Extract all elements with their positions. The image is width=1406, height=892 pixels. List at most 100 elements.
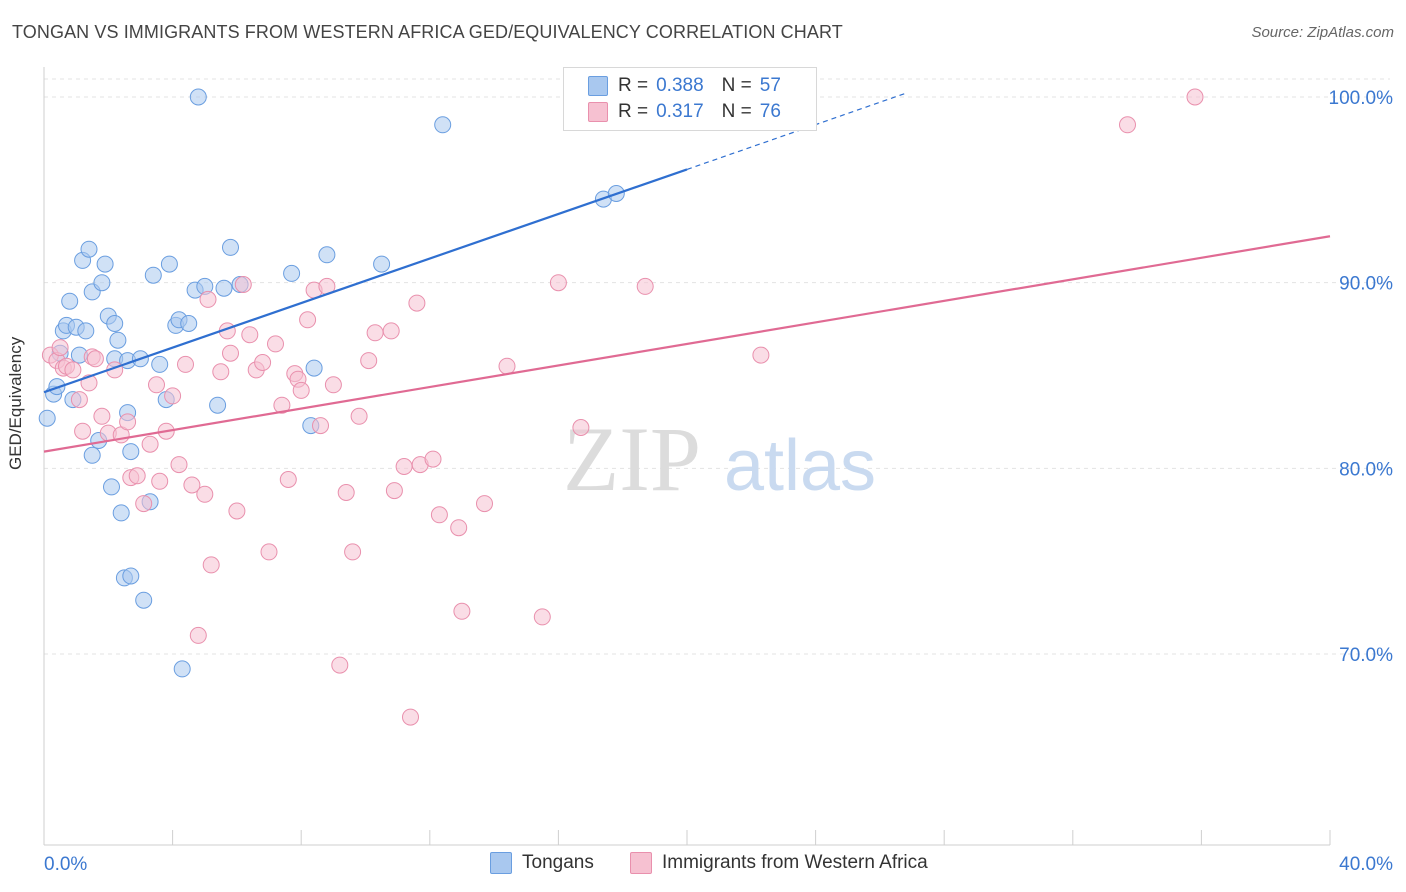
axes xyxy=(43,67,1331,846)
trend-lines xyxy=(43,92,1331,453)
western-africa-point xyxy=(299,311,317,329)
western-africa-trend-line xyxy=(43,235,1331,453)
western-africa-point xyxy=(234,276,252,293)
legend-n-label: N = xyxy=(721,101,752,122)
western-africa-point xyxy=(86,350,104,368)
tongan-point xyxy=(180,315,198,332)
tongan-point xyxy=(215,279,233,297)
western-africa-point xyxy=(212,363,230,381)
x-tick-label: 0.0% xyxy=(44,854,87,875)
tongan-point xyxy=(112,504,130,522)
tongan-trend-extension xyxy=(686,92,906,170)
western-africa-point xyxy=(196,485,214,503)
western-africa-point xyxy=(1119,116,1136,134)
watermark-atlas: atlas xyxy=(724,426,876,506)
western-africa-point xyxy=(267,335,284,353)
tongan-point xyxy=(189,88,207,106)
tongan-point xyxy=(151,355,169,373)
legend-r-value: 0.317 xyxy=(656,101,704,122)
series-swatch-western-africa xyxy=(630,852,652,874)
series-legend-tongans: Tongans xyxy=(490,852,594,874)
western-africa-point xyxy=(135,495,153,513)
tongan-point xyxy=(209,396,227,414)
western-africa-point xyxy=(70,391,88,409)
legend-row-tongans: R = 0.388 N = 57 xyxy=(588,75,781,101)
series-swatch-tongans xyxy=(490,852,512,874)
legend-n-value: 57 xyxy=(759,75,781,96)
tongan-point xyxy=(373,255,391,273)
western-africa-point xyxy=(260,543,278,561)
tongan-point xyxy=(135,591,153,609)
western-africa-point xyxy=(177,355,194,373)
tongan-point xyxy=(283,264,301,282)
western-africa-point xyxy=(170,456,188,474)
tongan-point xyxy=(83,446,101,464)
tongan-point xyxy=(38,409,56,427)
western-africa-point xyxy=(74,422,92,440)
watermark: ZIP atlas xyxy=(563,408,876,510)
western-africa-point xyxy=(636,277,654,295)
x-tick-label: 40.0% xyxy=(1339,854,1393,875)
legend-row-western-africa: R = 0.317 N = 76 xyxy=(588,101,781,127)
grid-lines xyxy=(44,78,1390,655)
y-tick-label: 90.0% xyxy=(1339,274,1393,295)
western-africa-point xyxy=(752,346,770,364)
tongan-point xyxy=(122,443,140,461)
western-africa-point xyxy=(51,339,69,357)
legend-swatch-tongans xyxy=(588,76,608,96)
tongan-point xyxy=(96,255,114,273)
western-africa-point xyxy=(151,472,169,490)
tongan-point xyxy=(93,274,111,292)
tongan-point xyxy=(106,315,124,332)
western-africa-point xyxy=(498,357,516,375)
western-africa-point xyxy=(141,435,159,453)
western-africa-point xyxy=(312,417,329,435)
series-legend-western-africa: Immigrants from Western Africa xyxy=(630,852,928,874)
western-africa-point xyxy=(331,656,349,674)
tongan-point xyxy=(318,246,336,264)
tongan-point xyxy=(61,292,79,310)
western-africa-point xyxy=(382,322,400,340)
tick-labels: 70.0% 80.0% 90.0% 100.0% 0.0% 40.0% xyxy=(44,88,1393,875)
legend-swatch-western-africa xyxy=(588,102,608,122)
tongan-point xyxy=(144,266,162,284)
western-africa-point xyxy=(430,506,448,524)
western-africa-point xyxy=(350,407,368,425)
western-africa-point xyxy=(199,290,217,308)
western-africa-point xyxy=(64,361,82,379)
western-africa-point xyxy=(324,376,342,394)
western-africa-point xyxy=(533,608,551,626)
series-label-western-africa: Immigrants from Western Africa xyxy=(662,852,928,873)
tongan-point xyxy=(80,240,98,258)
western-africa-point xyxy=(241,326,259,344)
western-africa-point xyxy=(402,708,419,726)
western-africa-point xyxy=(292,381,310,399)
western-africa-point xyxy=(385,482,403,500)
western-africa-point xyxy=(228,502,246,520)
western-africa-point xyxy=(1186,88,1204,106)
tongan-point xyxy=(77,322,95,340)
western-africa-point xyxy=(183,476,201,494)
tongan-point xyxy=(305,359,323,377)
western-africa-point xyxy=(549,274,567,292)
western-africa-point xyxy=(279,471,297,488)
y-axis-label: GED/Equivalency xyxy=(6,336,25,470)
y-tick-label: 80.0% xyxy=(1339,459,1393,480)
western-africa-point xyxy=(273,396,291,414)
y-tick-label: 100.0% xyxy=(1329,88,1394,109)
legend-n-label: N = xyxy=(721,75,752,96)
legend-r-label: R = xyxy=(618,101,649,122)
western-africa-point xyxy=(189,626,207,644)
western-africa-point xyxy=(337,484,355,501)
western-africa-point xyxy=(119,413,137,431)
tongan-point xyxy=(103,478,120,496)
western-africa-point xyxy=(164,387,182,405)
correlation-legend: R = 0.388 N = 57 R = 0.317 N = 76 xyxy=(563,67,817,131)
tongan-point xyxy=(222,238,239,256)
data-points xyxy=(38,88,1204,726)
western-africa-point xyxy=(450,519,468,537)
legend-r-label: R = xyxy=(618,75,649,96)
legend-n-value: 76 xyxy=(759,101,781,122)
western-africa-point xyxy=(366,324,384,342)
